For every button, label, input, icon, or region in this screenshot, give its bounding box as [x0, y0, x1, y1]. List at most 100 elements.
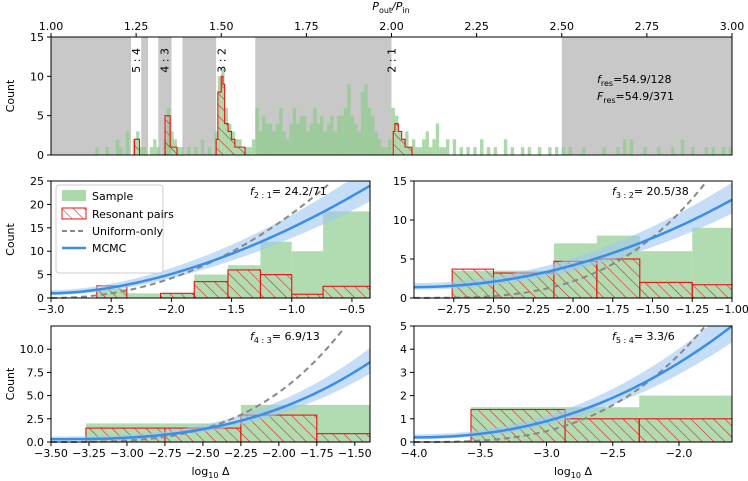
- x-tick-label: −2.5: [599, 447, 626, 460]
- sample-bar: [388, 139, 392, 155]
- sample-bar: [350, 115, 355, 155]
- legend-mcmc-label: MCMC: [92, 242, 127, 255]
- x-tick-label: 1.75: [294, 20, 319, 33]
- sample-bar: [302, 115, 307, 155]
- sample-bar: [367, 107, 372, 155]
- y-tick-label: 7.5: [27, 366, 45, 379]
- sample-bar: [411, 139, 416, 155]
- x-tick-label: 2.75: [635, 20, 660, 33]
- x-tick-label: −2.75: [148, 447, 182, 460]
- sample-bar: [466, 147, 470, 155]
- panel-frame: [413, 325, 733, 443]
- x-tick-label: −1.50: [636, 303, 670, 316]
- sample-bar: [343, 107, 348, 155]
- resonant-bar: [159, 292, 195, 299]
- sample-bar: [337, 115, 341, 155]
- sample-bar: [418, 147, 423, 155]
- sample-bar: [292, 107, 297, 155]
- resonance-label: 5 : 4: [130, 48, 143, 73]
- sample-bar: [316, 123, 320, 155]
- sample-bar: [657, 147, 661, 155]
- mcmc-curve: [50, 361, 371, 441]
- sample-bar: [180, 147, 184, 155]
- sample-bar: [568, 147, 572, 155]
- x-tick-label: 1.50: [209, 20, 234, 33]
- x-tick-label: −2.25: [516, 303, 550, 316]
- sample-bar: [105, 147, 109, 155]
- y-tick-label: 0: [400, 292, 407, 305]
- mcmc-band: [414, 182, 732, 290]
- sample-bar: [459, 147, 464, 155]
- top-annotation-fres: fres=54.9/128: [597, 73, 672, 88]
- sample-bar: [354, 123, 358, 155]
- resonant-bar: [596, 258, 641, 299]
- sample-bar: [282, 131, 286, 155]
- sample-bar: [582, 147, 586, 155]
- sample-bar: [405, 131, 409, 155]
- sample-bar: [119, 147, 123, 155]
- sample-bar: [319, 115, 324, 155]
- resonant-bar: [639, 281, 693, 299]
- sample-bar: [255, 107, 259, 155]
- sample-bar: [200, 139, 205, 155]
- sample-bar: [156, 147, 160, 155]
- x-tick-label: 3.00: [720, 20, 745, 33]
- x-tick-label: −1.0: [278, 303, 305, 316]
- x-axis-label: log10 Δ: [554, 465, 592, 480]
- sample-bar: [126, 293, 161, 298]
- x-tick-label: 1.00: [39, 20, 64, 33]
- x-tick-label: 2.25: [464, 20, 489, 33]
- sample-bar: [520, 147, 525, 155]
- shaded-region: [141, 37, 149, 155]
- sample-bar: [643, 147, 647, 155]
- resonant-bar: [193, 281, 229, 299]
- mcmc-band: [51, 181, 370, 296]
- panel-annotation: f5 : 4= 3.3/6: [612, 330, 675, 345]
- sample-bar: [149, 147, 154, 155]
- sample-bar: [153, 139, 157, 155]
- sample-bar: [554, 147, 559, 155]
- y-tick-label: 5.0: [27, 390, 45, 403]
- y-tick-label: 15: [393, 175, 407, 188]
- y-tick-label: 20: [30, 198, 44, 211]
- mcmc-curve: [413, 198, 733, 289]
- x-tick-label: −2.00: [556, 303, 590, 316]
- x-tick-label: −1.75: [300, 447, 334, 460]
- sample-bar: [245, 147, 249, 155]
- panel-annotation: f2 : 1= 24.2/71: [250, 185, 327, 200]
- y-tick-label: 15: [30, 31, 44, 44]
- top-ylabel: Count: [4, 79, 17, 112]
- resonant-bar: [227, 269, 262, 299]
- sample-bar: [272, 131, 276, 155]
- sample-bar: [299, 115, 303, 155]
- x-tick-label: −2.25: [224, 447, 258, 460]
- sample-bar: [139, 147, 143, 155]
- sample-bar: [616, 147, 620, 155]
- resonant-bar: [259, 274, 293, 299]
- x-tick-label: −3.25: [72, 447, 106, 460]
- uniform-curve: [50, 182, 331, 299]
- x-tick-label: −0.5: [339, 303, 366, 316]
- sample-bar: [115, 139, 120, 155]
- resonance-label: 3 : 2: [215, 48, 228, 73]
- sample-bar: [439, 147, 443, 155]
- y-axis-label: Count: [4, 367, 17, 400]
- sample-bar: [728, 147, 732, 155]
- y-tick-label: 0.0: [27, 436, 45, 449]
- y-tick-label: 15: [30, 222, 44, 235]
- sample-bar: [323, 211, 370, 298]
- x-tick-label: −2.0: [666, 447, 693, 460]
- legend-box: [55, 184, 164, 274]
- x-tick-label: −3.0: [38, 303, 65, 316]
- sample-bar: [510, 147, 515, 155]
- sample-bar: [629, 139, 634, 155]
- y-tick-label: 0: [400, 436, 407, 449]
- sample-bar: [721, 147, 726, 155]
- x-tick-label: −3.50: [34, 447, 68, 460]
- y-tick-label: 1: [400, 413, 407, 426]
- legend-uniform-label: Uniform-only: [92, 225, 164, 238]
- x-tick-label: −3.00: [110, 447, 144, 460]
- top-xlabel: Pout/Pin: [372, 0, 409, 15]
- sample-bar: [422, 139, 426, 155]
